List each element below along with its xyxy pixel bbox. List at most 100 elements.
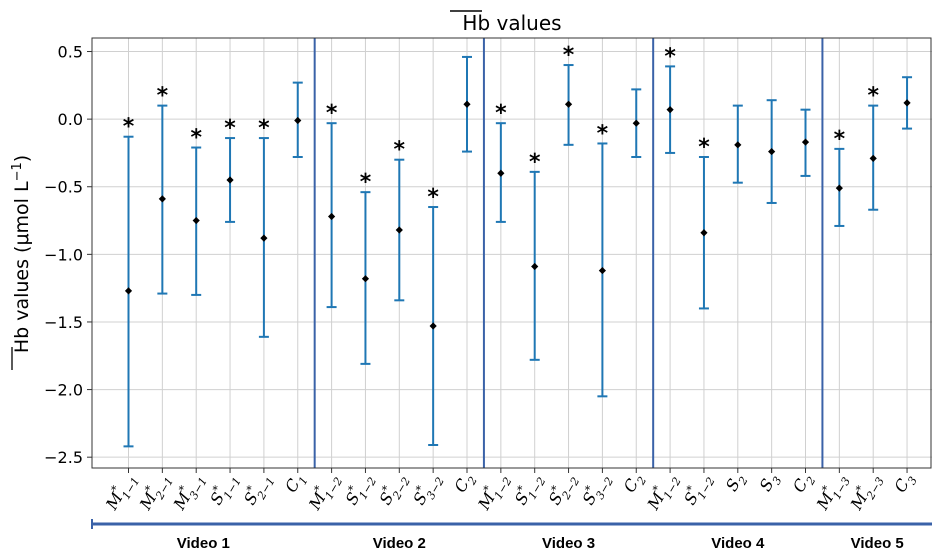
svg-text:M*1−2: M*1−2 [472, 469, 515, 517]
x-tick-label: S3 [756, 470, 785, 497]
x-tick-label: S*2−2 [374, 469, 413, 511]
x-tick-star: * [548, 483, 562, 495]
svg-text:S*1−1: S*1−1 [204, 469, 243, 511]
mean-marker [531, 262, 539, 271]
x-tick-label: C2 [789, 470, 819, 498]
mean-marker [564, 100, 573, 108]
x-tick-star: * [108, 483, 122, 495]
mean-marker [429, 322, 437, 330]
svg-text:M*2−1: M*2−1 [134, 469, 177, 517]
chart-title: Hb values [462, 11, 561, 35]
video-separators [313, 38, 824, 468]
mean-marker [869, 154, 877, 162]
x-tick-label: M*2−1 [134, 469, 177, 517]
mean-marker [497, 169, 505, 177]
mean-marker [124, 287, 133, 295]
mean-marker [632, 119, 640, 127]
svg-text:M*1−1: M*1−1 [100, 469, 143, 517]
plot-frame [91, 37, 932, 469]
significance-star: * [698, 135, 710, 160]
significance-star: * [326, 101, 338, 126]
mean-marker [598, 266, 606, 275]
x-tick-star: * [244, 483, 258, 495]
y-tick-label: −0.5 [44, 178, 83, 197]
x-tick-label: M*1−3 [811, 469, 854, 517]
significance-star: * [495, 101, 507, 126]
x-tick-label: M*3−1 [169, 475, 210, 514]
x-tick-label: S*3−2 [409, 475, 447, 508]
mean-marker [801, 138, 810, 146]
y-axis-ticks: 0.5 0.0 −0.5 −1.0 −1.5 −2.0 −2.5 [44, 43, 92, 467]
mean-marker [666, 106, 674, 114]
mean-marker [768, 147, 776, 156]
x-tick-star: * [413, 483, 427, 495]
x-tick-star: * [312, 483, 326, 495]
significance-star: * [834, 127, 846, 152]
significance-star: * [529, 150, 541, 175]
svg-text:C2: C2 [789, 470, 819, 498]
x-tick-star: * [210, 483, 224, 495]
x-tick-label: M*1−2 [643, 475, 684, 514]
x-tick-label: C2 [450, 475, 480, 496]
mean-marker [835, 184, 843, 192]
x-tick-label: S*3−2 [579, 475, 617, 508]
significance-markers: * * * * * * * * * * * * * * * * * [123, 43, 880, 210]
mean-marker [226, 176, 234, 184]
significance-star: * [190, 126, 202, 151]
significance-star: * [157, 84, 169, 109]
significance-star: * [224, 116, 236, 141]
x-tick-star: * [582, 483, 596, 495]
mean-marker [700, 229, 708, 237]
svg-text:S*1−2: S*1−2 [340, 469, 379, 511]
mean-marker [158, 195, 166, 203]
mean-marker [734, 141, 742, 149]
mean-marker [328, 212, 336, 221]
video-group-labels: Video 1 Video 2 Video 3 Video 4 Video 5 [91, 519, 932, 550]
svg-text:S2: S2 [722, 470, 751, 497]
x-tick-star: * [379, 483, 393, 495]
x-tick-label: M*1−2 [472, 469, 515, 517]
significance-star: * [427, 185, 439, 210]
mean-marker [192, 216, 200, 225]
video-group-label: Video 3 [542, 535, 595, 550]
significance-star: * [597, 121, 609, 146]
x-tick-label: C3 [890, 475, 920, 496]
y-tick-label: 0.0 [58, 110, 83, 129]
svg-text:S3: S3 [756, 470, 785, 497]
x-tick-label: S*2−1 [238, 469, 278, 511]
significance-star: * [123, 115, 135, 140]
significance-star: * [867, 84, 879, 109]
y-axis-label: Hb values (μmol L−1) [10, 155, 34, 370]
svg-text:S*2−2: S*2−2 [543, 469, 582, 511]
x-tick-star: * [345, 483, 359, 495]
svg-text:M*1−3: M*1−3 [811, 469, 854, 517]
grid [92, 38, 932, 468]
video-group-label: Video 2 [373, 535, 426, 550]
mean-marker [903, 99, 911, 107]
x-tick-label: S*2−2 [543, 469, 583, 511]
y-tick-label: −1.0 [44, 245, 83, 264]
mean-marker [260, 234, 268, 242]
x-tick-star: * [176, 483, 190, 495]
x-tick-label: S*1−1 [204, 469, 244, 511]
y-tick-label: −2.0 [44, 381, 83, 400]
y-tick-label: −2.5 [44, 448, 83, 467]
significance-star: * [360, 170, 372, 195]
significance-star: * [258, 116, 270, 141]
svg-text:Hb values (μmol L−1): Hb values (μmol L−1) [10, 155, 34, 353]
x-axis-ticks: M*1−1M*2−1M*3−1S*1−1S*2−1 C1M*1−2S*1−2S*2… [100, 468, 920, 517]
x-tick-label: C1 [281, 475, 311, 496]
y-tick-label: −1.5 [44, 313, 83, 332]
x-tick-star: * [819, 483, 833, 495]
x-tick-star: * [684, 483, 698, 495]
x-tick-label: M*1−1 [100, 469, 143, 517]
x-tick-label: S*1−2 [511, 475, 549, 508]
mean-marker [395, 226, 403, 234]
errorbar-series [123, 55, 913, 448]
x-tick-label: S*1−2 [340, 469, 380, 511]
x-tick-label: M*2−3 [846, 475, 887, 514]
video-group-label: Video 5 [851, 535, 904, 550]
svg-text:S*2−2: S*2−2 [374, 469, 413, 511]
svg-text:S*2−1: S*2−1 [238, 469, 277, 511]
